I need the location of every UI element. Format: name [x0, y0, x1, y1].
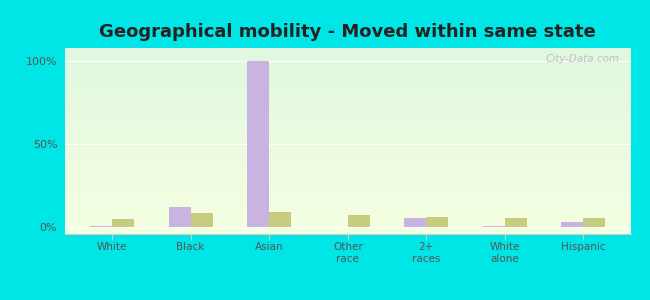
Bar — [426, 218, 448, 227]
Bar — [190, 213, 213, 227]
Bar — [247, 61, 269, 227]
Bar — [562, 222, 584, 227]
Bar — [404, 218, 426, 227]
Bar — [269, 212, 291, 227]
Text: City-Data.com: City-Data.com — [545, 54, 619, 64]
Bar — [348, 215, 370, 227]
Title: Geographical mobility - Moved within same state: Geographical mobility - Moved within sam… — [99, 23, 596, 41]
Bar — [505, 218, 527, 227]
Bar — [90, 226, 112, 227]
Bar — [584, 218, 605, 227]
Bar — [483, 226, 505, 227]
Bar — [169, 207, 190, 227]
Bar — [112, 219, 134, 227]
